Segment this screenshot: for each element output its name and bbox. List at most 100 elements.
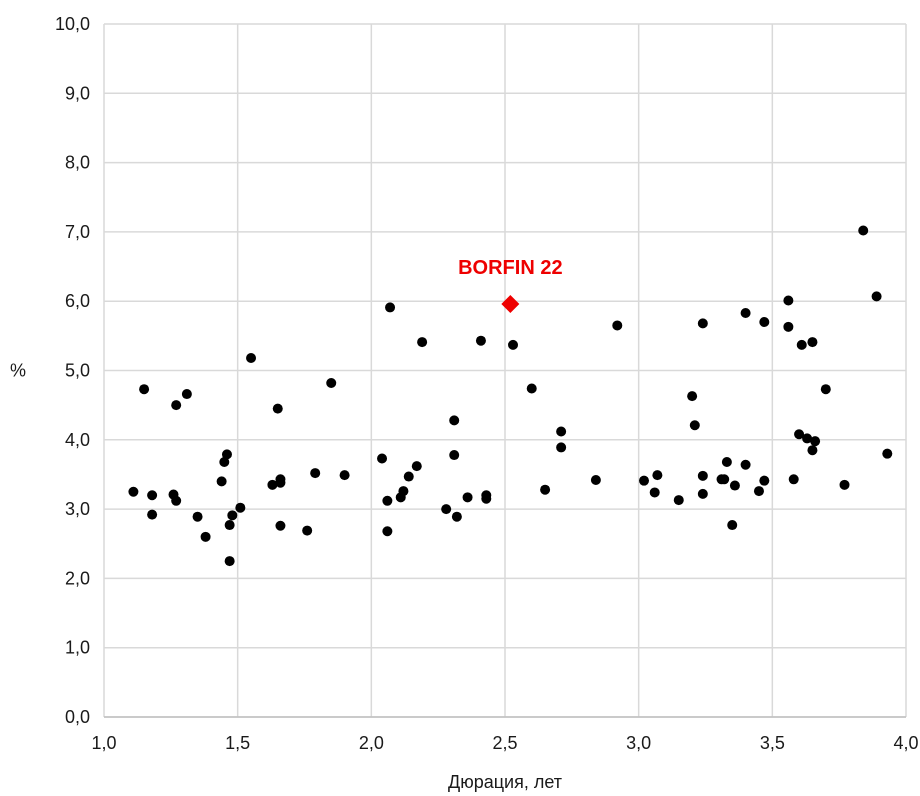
- data-point: [147, 490, 158, 501]
- x-tick-label: 2,5: [492, 733, 517, 753]
- y-tick-label: 2,0: [65, 568, 90, 588]
- data-points: [128, 225, 893, 567]
- data-point: [689, 420, 700, 431]
- data-point: [719, 474, 730, 485]
- data-point: [540, 484, 551, 495]
- data-point: [673, 495, 684, 506]
- data-point: [788, 474, 799, 485]
- data-point: [449, 415, 460, 426]
- data-point: [740, 459, 751, 470]
- data-point: [839, 479, 850, 490]
- data-point: [649, 487, 660, 498]
- data-point: [759, 316, 770, 327]
- highlight-label: BORFIN 22: [458, 257, 562, 279]
- data-point: [224, 520, 235, 531]
- y-tick-label: 6,0: [65, 291, 90, 311]
- data-point: [147, 509, 158, 520]
- data-point: [219, 456, 230, 467]
- data-point: [398, 486, 409, 497]
- data-point: [462, 492, 473, 503]
- data-point: [246, 353, 257, 364]
- data-point: [481, 493, 492, 504]
- data-point: [272, 403, 283, 414]
- data-point: [882, 448, 893, 459]
- y-tick-labels: 0,0 1,0 2,0 3,0 4,0 5,0 6,0 7,0 8,0 9,0 10,0: [55, 14, 90, 727]
- data-point: [556, 426, 567, 437]
- x-tick-label: 4,0: [893, 733, 918, 753]
- y-tick-label: 5,0: [65, 361, 90, 381]
- data-point: [449, 450, 460, 461]
- y-tick-label: 4,0: [65, 430, 90, 450]
- data-point: [411, 461, 422, 472]
- data-point: [807, 337, 818, 348]
- x-tick-label: 2,0: [359, 733, 384, 753]
- data-point: [783, 321, 794, 332]
- data-point: [181, 389, 192, 400]
- data-point: [451, 511, 462, 522]
- data-point: [794, 429, 805, 440]
- data-point: [810, 436, 821, 447]
- y-tick-label: 9,0: [65, 83, 90, 103]
- grid-lines: [103, 23, 907, 718]
- data-point: [326, 377, 337, 388]
- y-tick-label: 7,0: [65, 222, 90, 242]
- data-point: [697, 470, 708, 481]
- data-point: [339, 470, 350, 481]
- data-point: [235, 502, 246, 513]
- highlight-group: BORFIN 22: [458, 257, 563, 313]
- data-point: [526, 383, 537, 394]
- x-tick-label: 1,5: [225, 733, 250, 753]
- data-point: [403, 471, 414, 482]
- data-point: [740, 307, 751, 318]
- data-point: [385, 302, 396, 313]
- y-tick-label: 3,0: [65, 499, 90, 519]
- data-point: [858, 225, 869, 236]
- data-point: [171, 495, 182, 506]
- y-axis-title: %: [10, 361, 26, 381]
- highlight-point: [501, 294, 520, 313]
- data-point: [820, 384, 831, 395]
- y-tick-label: 8,0: [65, 153, 90, 173]
- data-point: [227, 510, 238, 521]
- data-point: [783, 295, 794, 306]
- x-tick-labels: 1,0 1,5 2,0 2,5 3,0 3,5 4,0: [91, 733, 918, 753]
- x-tick-label: 3,5: [760, 733, 785, 753]
- data-point: [729, 480, 740, 491]
- data-point: [802, 433, 813, 444]
- data-point: [475, 335, 486, 346]
- data-point: [697, 488, 708, 499]
- data-point: [612, 320, 623, 331]
- data-point: [377, 453, 388, 464]
- data-point: [753, 486, 764, 497]
- data-point: [192, 511, 203, 522]
- data-point: [796, 339, 807, 350]
- data-point: [128, 486, 139, 497]
- data-point: [302, 525, 313, 536]
- data-point: [652, 470, 663, 481]
- x-axis-title: Дюрация, лет: [448, 772, 562, 792]
- data-point: [310, 468, 321, 479]
- data-point: [721, 456, 732, 467]
- data-point: [171, 400, 182, 411]
- data-point: [267, 479, 278, 490]
- data-point: [871, 291, 882, 302]
- y-tick-label: 10,0: [55, 14, 90, 34]
- data-point: [759, 475, 770, 486]
- y-tick-label: 1,0: [65, 638, 90, 658]
- data-point: [139, 384, 150, 395]
- data-point: [224, 556, 235, 567]
- x-tick-label: 3,0: [626, 733, 651, 753]
- data-point: [216, 476, 227, 487]
- data-point: [275, 474, 286, 485]
- data-point: [200, 531, 211, 542]
- data-point: [687, 391, 698, 402]
- data-point: [590, 474, 601, 485]
- data-point: [807, 445, 818, 456]
- data-point: [275, 520, 286, 531]
- data-point: [417, 337, 428, 348]
- data-point: [639, 475, 650, 486]
- data-point: [556, 442, 567, 453]
- data-point: [382, 495, 393, 506]
- data-point: [221, 449, 232, 460]
